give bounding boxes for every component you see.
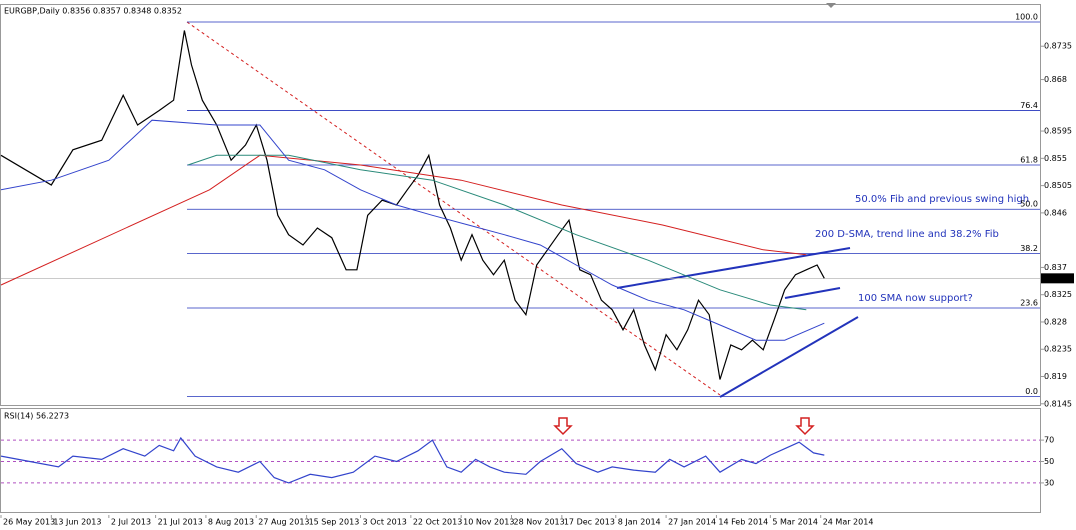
fib-label: 100.0 <box>1015 12 1038 21</box>
fib-label: 76.4 <box>1020 101 1038 110</box>
series-line <box>0 30 825 380</box>
y-tick-label: 0.868 <box>1044 75 1067 84</box>
fib-label: 23.6 <box>1020 299 1038 308</box>
main-frame <box>0 4 1041 406</box>
x-tick-label: 28 Nov 2013 <box>514 518 565 527</box>
annotation: 100 SMA now support? <box>858 293 973 304</box>
y-tick-label: 0.8595 <box>1044 127 1072 136</box>
x-tick-label: 17 Dec 2013 <box>564 518 615 527</box>
annotation: 50.0% Fib and previous swing high <box>855 194 1029 205</box>
fib-label: 50.0 <box>1020 200 1038 209</box>
fib-label: 61.8 <box>1020 156 1038 165</box>
x-tick-label: 10 Nov 2013 <box>463 518 514 527</box>
y-tick-label: 0.8235 <box>1044 345 1072 354</box>
arrow <box>795 417 815 436</box>
series-line <box>187 154 807 311</box>
trend-line <box>186 21 721 396</box>
trend-line <box>784 287 841 299</box>
x-tick-label: 22 Oct 2013 <box>413 518 462 527</box>
series-line <box>0 436 825 484</box>
y-tick-label: 0.828 <box>1044 317 1067 326</box>
chart-title: EURGBP,Daily 0.8356 0.8357 0.8348 0.8352 <box>4 7 182 16</box>
y-tick-label: 0.837 <box>1044 263 1067 272</box>
x-tick-label: 21 Jul 2013 <box>158 518 203 527</box>
y-tick-label: 0.8505 <box>1044 181 1072 190</box>
y-tick-label: 0.8145 <box>1044 399 1072 408</box>
x-tick-label: 26 May 2013 <box>3 518 55 527</box>
y-tick-label: 0.846 <box>1044 208 1067 217</box>
y-tick-label: 50 <box>1044 457 1054 466</box>
x-tick-label: 2 Jul 2013 <box>111 518 151 527</box>
rsi-title: RSI(14) 56.2273 <box>4 412 69 421</box>
trend-line <box>616 247 851 289</box>
x-tick-label: 27 Jan 2014 <box>668 518 716 527</box>
x-tick-label: 5 Mar 2014 <box>772 518 818 527</box>
x-tick-label: 27 Aug 2013 <box>258 518 309 527</box>
fib-label: 38.2 <box>1020 244 1038 253</box>
x-tick-label: 8 Aug 2013 <box>208 518 254 527</box>
fib-label: 0.0 <box>1025 387 1038 396</box>
shift-marker <box>826 3 836 8</box>
y-tick-label: 0.855 <box>1044 154 1067 163</box>
y-tick-label: 0.819 <box>1044 372 1067 381</box>
y-tick-label: 70 <box>1044 436 1054 445</box>
x-tick-label: 8 Jan 2014 <box>618 518 661 527</box>
annotation: 200 D-SMA, trend line and 38.2% Fib <box>815 229 999 240</box>
x-tick-label: 15 Sep 2013 <box>309 518 360 527</box>
y-tick-label: 0.8325 <box>1044 290 1072 299</box>
trend-line <box>719 316 859 398</box>
y-tick-label: 0.8735 <box>1044 42 1072 51</box>
series-line <box>0 119 825 341</box>
x-tick-label: 3 Oct 2013 <box>363 518 407 527</box>
x-tick-label: 13 Jun 2013 <box>53 518 101 527</box>
last-price-label: 0.8352 <box>1043 274 1071 283</box>
rsi-frame <box>0 408 1041 513</box>
last-price-tag <box>1041 273 1074 284</box>
x-tick-label: 24 Mar 2014 <box>823 518 874 527</box>
x-tick-label: 14 Feb 2014 <box>718 518 768 527</box>
y-tick-label: 30 <box>1044 478 1054 487</box>
arrow <box>553 417 573 436</box>
series-line <box>0 154 807 286</box>
